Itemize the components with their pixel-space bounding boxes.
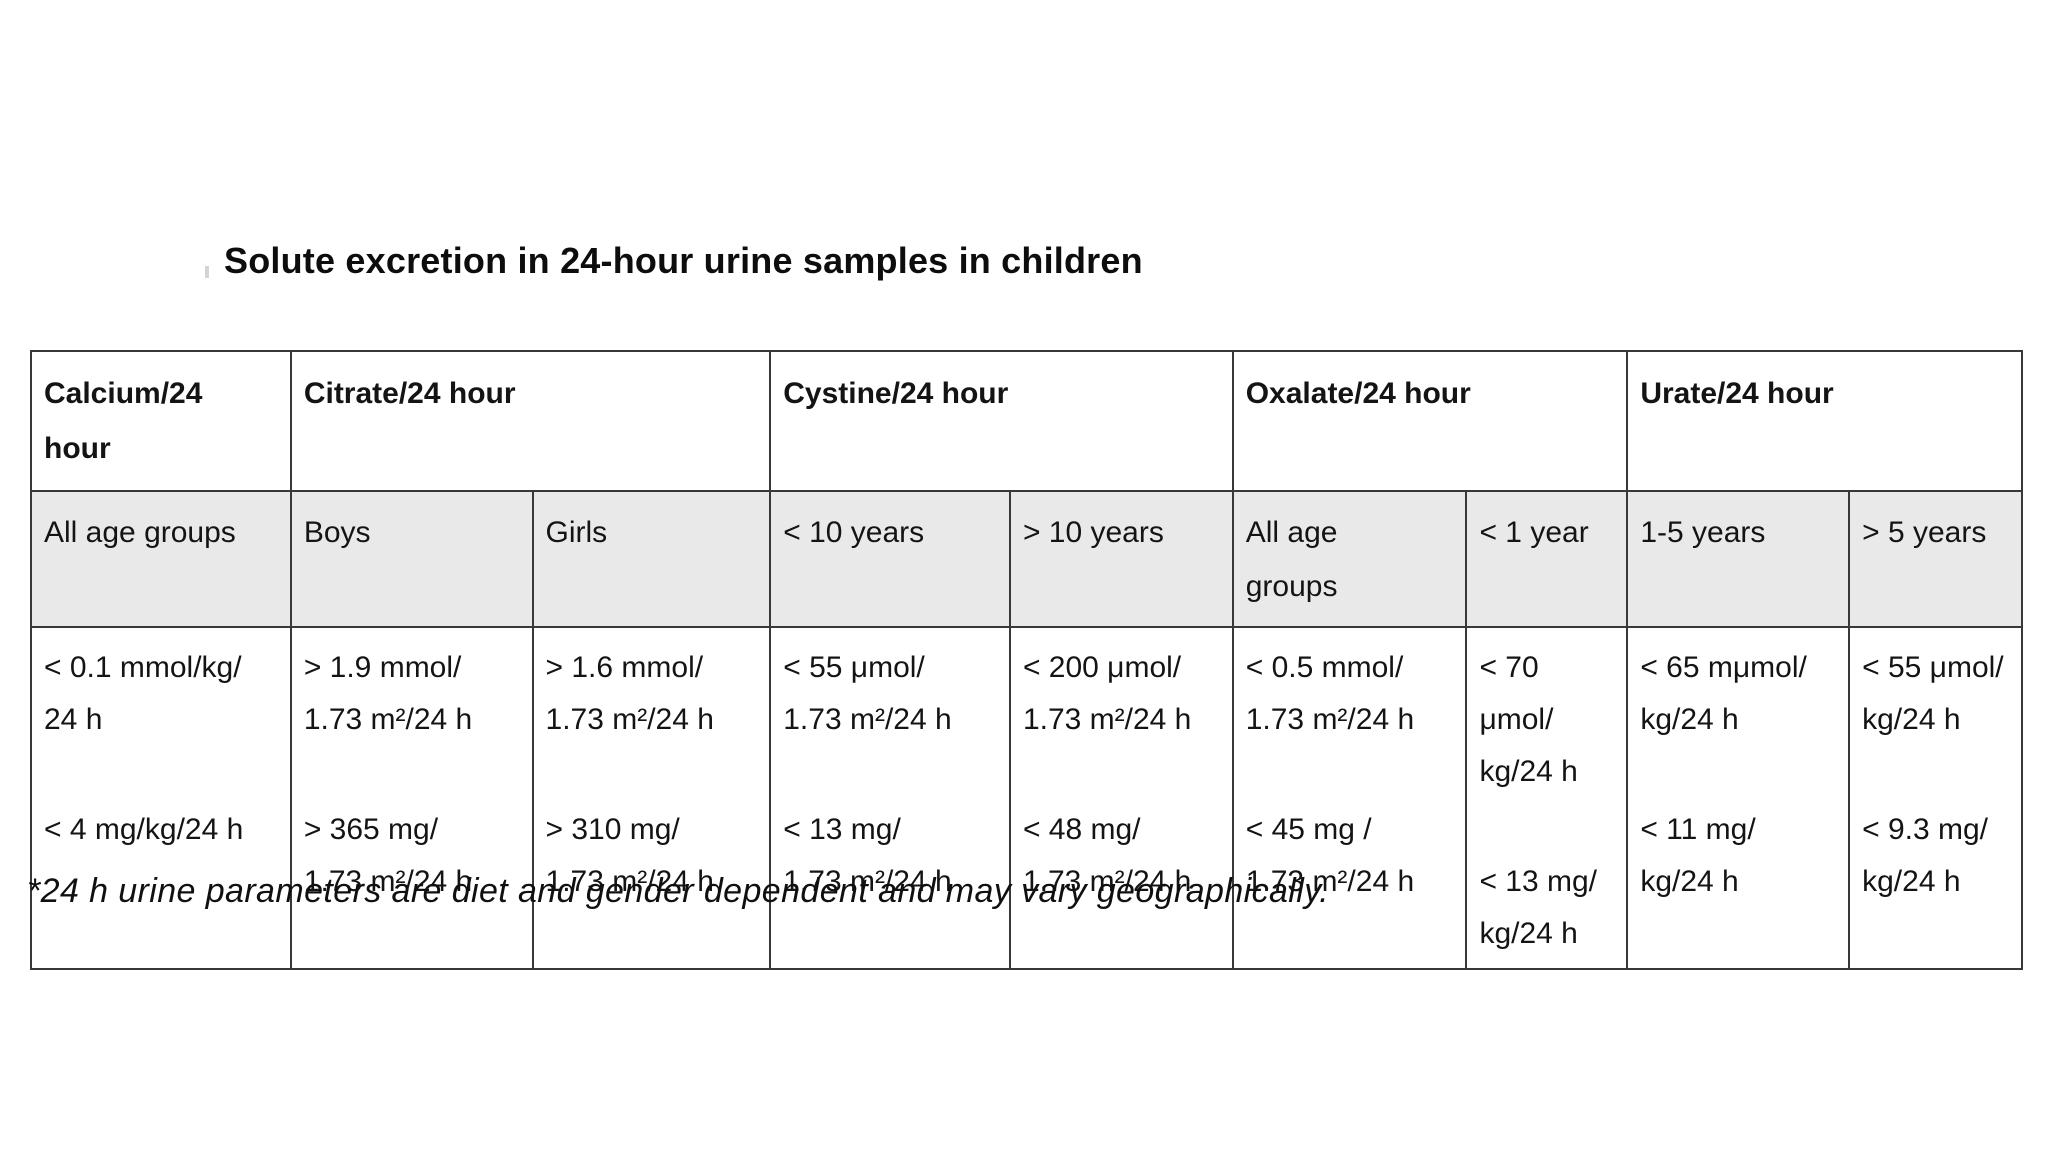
subheader-urate-over-5: > 5 years [1848,490,2023,628]
value-cell-cystine-under-10: < 55 μmol/ 1.73 m²/24 h < 13 mg/ 1.73 m²… [769,626,1011,970]
col-header-citrate: Citrate/24 hour [289,350,772,492]
molar-value: < 70 μmol/ kg/24 h [1479,651,1578,788]
subheader-label: > 5 years [1862,516,1987,549]
col-header-cystine-label: Cystine/24 hour [783,377,1009,410]
subheader-oxalate-under-1: < 1 year [1465,490,1629,628]
subheader-calcium-all-ages: All age groups [30,490,292,628]
subheader-label: < 10 years [783,516,925,549]
mass-value: < 45 mg / 1.73 m²/24 h [1245,813,1415,898]
mass-value: > 310 mg/ 1.73 m²/24 h [545,813,714,898]
col-header-cystine: Cystine/24 hour [769,350,1234,492]
col-header-urate: Urate/24 hour [1626,350,2023,492]
page-title: Solute excretion in 24-hour urine sample… [224,240,1143,281]
value-cell-citrate-girls: > 1.6 mmol/ 1.73 m²/24 h > 310 mg/ 1.73 … [531,626,772,970]
col-header-oxalate-label: Oxalate/24 hour [1245,377,1471,410]
value-cell-citrate-boys: > 1.9 mmol/ 1.73 m²/24 h > 365 mg/ 1.73 … [289,626,534,970]
molar-value: > 1.9 mmol/ 1.73 m²/24 h [303,651,473,736]
subheader-cystine-under-10: < 10 years [769,490,1011,628]
molar-value: < 0.5 mmol/ 1.73 m²/24 h [1245,651,1415,736]
mass-value: < 13 mg/ 1.73 m²/24 h [783,813,952,898]
subheader-oxalate-all-ages: All age groups [1231,490,1468,628]
subheader-label: Girls [545,516,608,549]
molar-value: < 200 μmol/ 1.73 m²/24 h [1022,651,1192,736]
subheader-label: < 1 year [1479,516,1589,549]
col-header-citrate-label: Citrate/24 hour [303,377,516,410]
molar-value: > 1.6 mmol/ 1.73 m²/24 h [545,651,714,736]
value-cell-oxalate-all-ages: < 0.5 mmol/ 1.73 m²/24 h < 45 mg / 1.73 … [1231,626,1468,970]
subheader-label: All age groups [44,516,236,549]
col-header-calcium: Calcium/24 hour [30,350,292,492]
col-header-oxalate: Oxalate/24 hour [1231,350,1629,492]
col-header-urate-label: Urate/24 hour [1640,377,1834,410]
subheader-citrate-girls: Girls [531,490,772,628]
solute-excretion-table: Calcium/24 hour Citrate/24 hour Cystine/… [30,350,2023,970]
molar-value: < 65 mμmol/ kg/24 h [1640,651,1807,736]
subheader-citrate-boys: Boys [289,490,534,628]
value-cell-cystine-over-10: < 200 μmol/ 1.73 m²/24 h < 48 mg/ 1.73 m… [1008,626,1234,970]
age-subheader-row: All age groups Boys Girls < 10 years > 1… [30,490,2023,628]
molar-value: < 55 μmol/ kg/24 h [1862,651,2004,736]
solute-header-row: Calcium/24 hour Citrate/24 hour Cystine/… [30,350,2023,492]
subheader-label: All age groups [1245,516,1338,603]
mass-value: > 365 mg/ 1.73 m²/24 h [303,813,473,898]
mass-value: < 13 mg/ kg/24 h [1479,865,1598,950]
mass-value: < 48 mg/ 1.73 m²/24 h [1022,813,1192,898]
subheader-urate-1-5: 1-5 years [1626,490,1851,628]
value-cell-urate-over-5: < 55 μmol/ kg/24 h < 9.3 mg/ kg/24 h [1848,626,2023,970]
mass-value: < 11 mg/ kg/24 h [1640,813,1756,898]
value-cell-calcium: < 0.1 mmol/kg/ 24 h < 4 mg/kg/24 h [30,626,292,970]
value-cell-urate-1-5: < 65 mμmol/ kg/24 h < 11 mg/ kg/24 h [1626,626,1851,970]
subheader-label: Boys [303,516,371,549]
molar-value: < 0.1 mmol/kg/ 24 h [44,651,242,736]
table-footnote: *24 h urine parameters are diet and gend… [27,872,1329,910]
mass-value: < 9.3 mg/ kg/24 h [1862,813,1989,898]
value-cell-oxalate-under-1: < 70 μmol/ kg/24 h < 13 mg/ kg/24 h [1465,626,1629,970]
subheader-cystine-over-10: > 10 years [1008,490,1234,628]
reference-values-row: < 0.1 mmol/kg/ 24 h < 4 mg/kg/24 h > 1.9… [30,626,2023,970]
subheader-label: > 10 years [1022,516,1164,549]
stray-mark [205,266,209,278]
mass-value: < 4 mg/kg/24 h [44,813,244,846]
molar-value: < 55 μmol/ 1.73 m²/24 h [783,651,952,736]
subheader-label: 1-5 years [1640,516,1766,549]
col-header-calcium-label: Calcium/24 hour [44,377,203,465]
